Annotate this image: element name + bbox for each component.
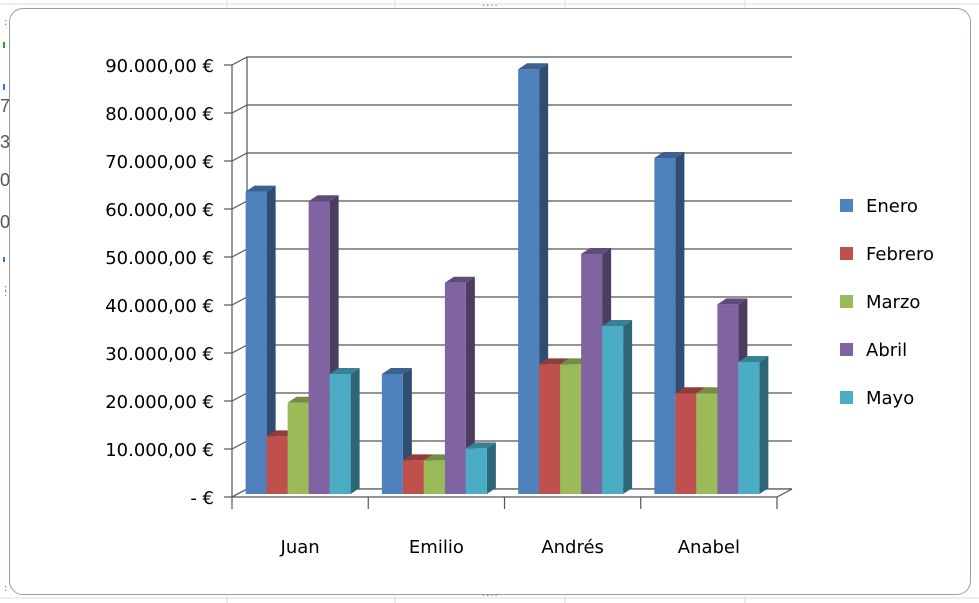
bar <box>402 460 424 494</box>
bar-side <box>465 276 475 494</box>
bar-side <box>266 185 276 494</box>
chart-floor <box>231 488 793 498</box>
resize-handle-left[interactable]: :: <box>4 283 9 299</box>
bar <box>696 393 718 494</box>
left-wall-gridline <box>231 248 248 258</box>
y-tick-label: 70.000,00 € <box>105 152 214 173</box>
bar <box>287 402 309 494</box>
bar-top <box>381 368 412 374</box>
bar-side <box>759 356 769 494</box>
y-tick-label: 90.000,00 € <box>105 56 214 77</box>
bar <box>717 304 739 494</box>
legend-swatch <box>840 391 853 404</box>
bar-top <box>465 442 496 449</box>
cell-fragment: 7 <box>0 96 11 116</box>
bar <box>654 158 676 494</box>
bar-top <box>654 152 685 158</box>
resize-handle-bottom[interactable]: ···· <box>482 591 499 602</box>
bar <box>518 69 540 494</box>
bar <box>738 362 760 494</box>
bar <box>266 436 288 494</box>
x-tick-label: Juan <box>280 537 320 558</box>
cell-fragment: 3 <box>0 132 11 152</box>
bar-top <box>675 387 706 394</box>
bar <box>539 364 561 494</box>
left-wall-gridline <box>231 56 248 66</box>
y-tick-label: 20.000,00 € <box>105 392 214 413</box>
bar-side <box>486 442 496 494</box>
bar <box>423 460 445 494</box>
cell-fragment: 0 <box>0 212 11 232</box>
y-tick-label: 50.000,00 € <box>105 248 214 269</box>
left-wall-gridline <box>231 440 248 450</box>
left-wall-gridline <box>231 104 248 114</box>
bar <box>245 191 267 494</box>
bar-top <box>444 276 475 283</box>
bar <box>308 201 330 494</box>
legend-label: Mayo <box>866 388 914 409</box>
y-tick-label: 60.000,00 € <box>105 200 214 221</box>
bar-top <box>581 248 612 254</box>
left-wall-gridline <box>231 344 248 354</box>
legend-swatch <box>840 343 853 356</box>
y-tick-label: 80.000,00 € <box>105 104 214 125</box>
left-wall-gridline <box>231 200 248 210</box>
legend-label: Abril <box>866 340 907 361</box>
x-tick-label: Emilio <box>409 537 464 558</box>
bar-top <box>329 368 360 374</box>
bar <box>329 374 351 494</box>
left-wall-gridline <box>231 296 248 306</box>
bar-side <box>623 320 633 494</box>
bar-top <box>738 356 769 362</box>
bar <box>560 364 582 494</box>
legend-swatch <box>840 295 853 308</box>
y-tick-label: 30.000,00 € <box>105 344 214 365</box>
y-tick-label: 10.000,00 € <box>105 440 214 461</box>
left-wall-gridline <box>231 152 248 162</box>
bar <box>675 393 697 494</box>
bar-top <box>308 195 339 202</box>
bar-top <box>539 358 570 365</box>
resize-handle-bottom-left[interactable]: : <box>4 583 9 594</box>
bar <box>602 326 624 494</box>
cell-fragment: 0 <box>0 170 11 190</box>
resize-handle-top-left[interactable]: : <box>4 17 9 28</box>
bar <box>581 254 603 494</box>
bar-top <box>602 320 633 326</box>
bar <box>465 448 487 494</box>
bar-side <box>350 368 360 494</box>
y-tick-label: - € <box>190 488 214 509</box>
y-tick-label: 40.000,00 € <box>105 296 214 317</box>
resize-handle-top[interactable]: ···· <box>482 1 499 12</box>
x-tick-label: Andrés <box>541 537 604 558</box>
bar <box>444 282 466 494</box>
legend-label: Enero <box>866 196 918 217</box>
legend-swatch <box>840 199 853 212</box>
bar-top <box>245 185 276 192</box>
bar-top <box>402 454 433 461</box>
bar <box>381 374 403 494</box>
legend-swatch <box>840 247 853 260</box>
legend-label: Marzo <box>866 292 920 313</box>
bar-top <box>717 298 748 305</box>
left-wall-gridline <box>231 392 248 402</box>
x-tick-label: Anabel <box>678 537 740 558</box>
legend-label: Febrero <box>866 244 934 265</box>
bar-top <box>518 63 549 70</box>
